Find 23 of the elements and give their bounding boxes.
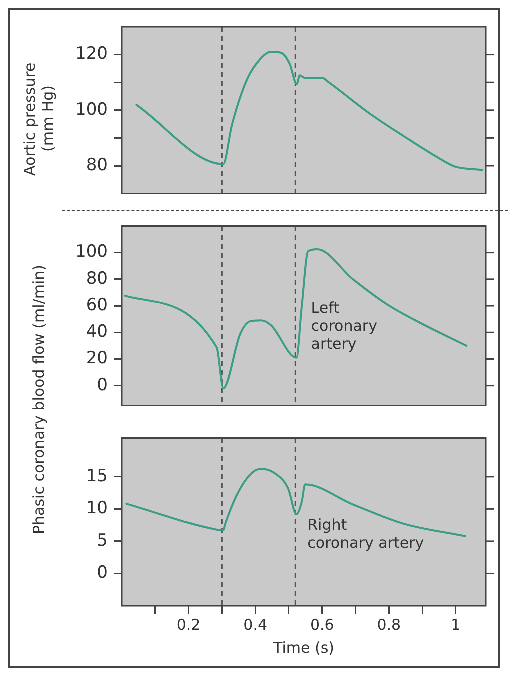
x-tick-label: 0.6 [310,616,334,634]
y-tick-label: 0 [97,375,108,396]
x-tick-label: 0.2 [176,616,201,634]
y-tick-label: 80 [86,268,108,289]
y-tick-label: 100 [76,242,108,262]
y-axis-title: Phasic coronary blood flow (ml/min) [30,265,48,535]
y-tick-label: 5 [97,530,108,551]
y-tick-label: 0 [97,563,108,584]
y-tick-label: 120 [76,44,108,64]
y-tick-label: 10 [86,498,108,519]
y-tick-label: 20 [86,348,108,369]
y-tick-label: 100 [76,100,108,120]
x-tick-label: 1 [451,616,461,634]
y-tick-label: 80 [86,155,108,176]
y-tick-label: 60 [86,295,108,316]
x-tick-label: 0.4 [244,616,268,634]
series-label: Left coronary artery [311,299,378,354]
y-tick-label: 40 [86,322,108,342]
x-axis-title: Time (s) [272,638,334,657]
y-axis-title: Aortic pressure (mm Hg) [21,60,57,178]
x-tick-label: 0.8 [377,616,402,634]
y-tick-label: 15 [86,466,108,486]
series-label: Right coronary artery [308,516,424,552]
